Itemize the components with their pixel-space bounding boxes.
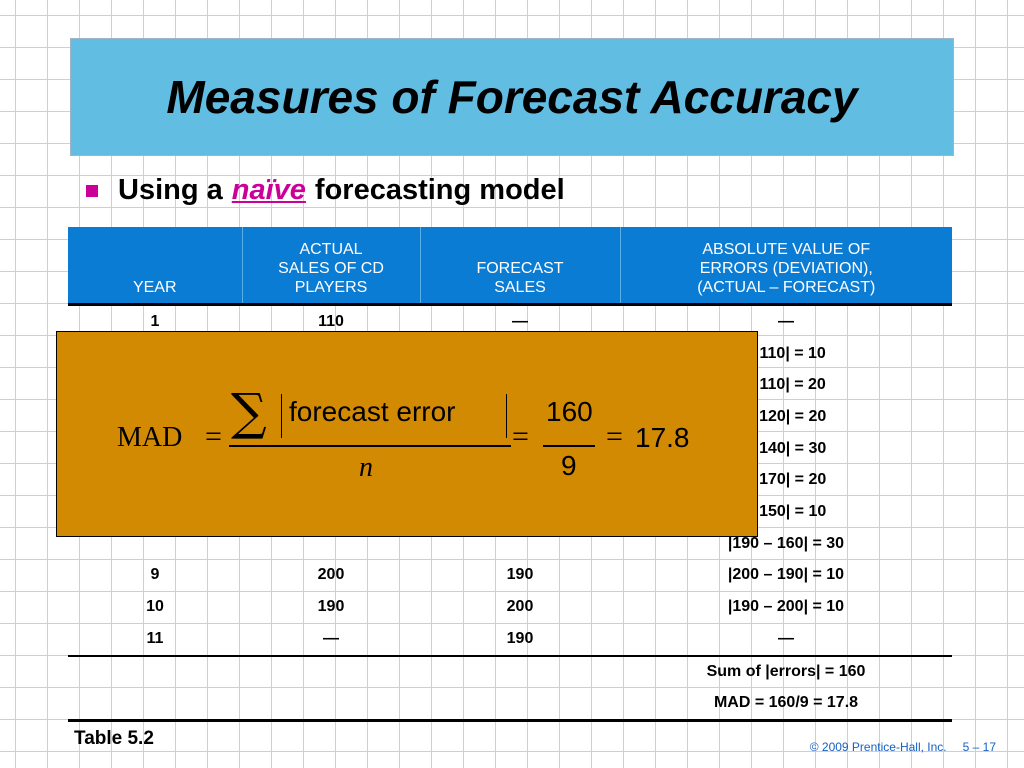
formula-denominator: n (359, 452, 373, 483)
cell-forecast: 200 (506, 598, 534, 616)
header-year: YEAR (68, 227, 242, 305)
copyright-text: © 2009 Prentice-Hall, Inc. (809, 740, 947, 754)
cell-error: — (778, 312, 794, 330)
header-absolute-error: ABSOLUTE VALUE OF ERRORS (DEVIATION), (A… (619, 227, 952, 305)
table-row: – 110| = 10 (68, 338, 952, 370)
formula-denominator-value: 9 (561, 450, 577, 481)
cell-actual: 200 (317, 566, 345, 584)
cell-error: — (778, 629, 794, 647)
square-bullet-icon (86, 185, 98, 197)
cell-error: – 170| = 20 (745, 471, 827, 489)
formula-equals-sign: = (606, 420, 623, 453)
page-number: 5 – 17 (962, 740, 996, 754)
table-header-row: YEAR ACTUAL SALES OF CD PLAYERS FORECAST… (68, 227, 952, 305)
fraction-bar (543, 445, 595, 447)
table-row: – 150| = 10 (68, 496, 952, 528)
cell-error: – 120| = 20 (745, 407, 827, 425)
table-row: – 120| = 20 (68, 401, 952, 433)
cell-error: |200 – 190| = 10 (727, 566, 845, 584)
cell-error: – 110| = 20 (746, 376, 826, 394)
absolute-bar-right (506, 394, 507, 438)
mad-result: MAD = 160/9 = 17.8 (713, 694, 859, 712)
bullet-point: Using a naïve forecasting model (86, 170, 565, 210)
forecast-table: YEAR ACTUAL SALES OF CD PLAYERS FORECAST… (68, 227, 952, 722)
title-banner: Measures of Forecast Accuracy (70, 38, 954, 156)
header-actual-sales: ACTUAL SALES OF CD PLAYERS (241, 227, 420, 305)
absolute-bar-left (281, 394, 282, 438)
bullet-text-pre: Using a (118, 173, 223, 206)
cell-year: 1 (150, 312, 160, 330)
slide-title: Measures of Forecast Accuracy (166, 71, 858, 123)
formula-numerator: forecast error (289, 396, 456, 427)
mad-formula: MAD = ∑ forecast error n = 160 9 = 17.8 (57, 332, 757, 536)
bullet-text-emphasis: naïve (231, 173, 306, 206)
cell-actual: — (323, 629, 339, 647)
cell-year: 11 (146, 629, 164, 647)
mad-row: MAD = 160/9 = 17.8 (68, 688, 952, 721)
formula-lhs: MAD (117, 422, 183, 453)
cell-actual: 110 (318, 312, 344, 330)
table-row: 10 190 200 |190 – 200| = 10 (68, 591, 952, 623)
formula-equals-sign: = (512, 420, 529, 453)
formula-result: 17.8 (635, 422, 690, 453)
cell-forecast: 190 (506, 629, 534, 647)
header-forecast-sales: FORECAST SALES (419, 227, 620, 305)
sum-row: Sum of |errors| = 160 (68, 655, 952, 688)
table-row: 9 200 190 |200 – 190| = 10 (68, 560, 952, 592)
cell-year: 9 (150, 566, 160, 584)
cell-error: – 140| = 30 (745, 439, 827, 457)
cell-actual: 190 (317, 598, 345, 616)
table-row: – 170| = 20 (68, 464, 952, 496)
table-row: – 110| = 20 (68, 369, 952, 401)
cell-forecast: 190 (506, 566, 534, 584)
cell-error: |190 – 160| = 30 (727, 534, 845, 552)
cell-forecast: — (512, 312, 528, 330)
footer-copyright: © 2009 Prentice-Hall, Inc. 5 – 17 (810, 740, 996, 754)
table-row: 11 — 190 — (68, 623, 952, 656)
cell-error: |190 – 200| = 10 (727, 598, 845, 616)
sum-of-errors: Sum of |errors| = 160 (706, 663, 866, 681)
fraction-bar (229, 445, 511, 447)
table-row: 1 110 — — (68, 305, 952, 338)
table-row: – 140| = 30 (68, 433, 952, 465)
bullet-text-post: forecasting model (314, 173, 565, 206)
mad-formula-box: MAD = ∑ forecast error n = 160 9 = 17.8 (56, 331, 758, 537)
cell-error: – 150| = 10 (745, 502, 827, 520)
cell-year: 10 (146, 598, 164, 616)
formula-equals-sign: = (205, 420, 222, 453)
cell-error: – 110| = 10 (746, 344, 826, 362)
sigma-icon: ∑ (231, 383, 267, 441)
table-row: |190 – 160| = 30 (68, 528, 952, 560)
formula-numerator-value: 160 (546, 396, 593, 427)
table-caption: Table 5.2 (74, 728, 154, 749)
